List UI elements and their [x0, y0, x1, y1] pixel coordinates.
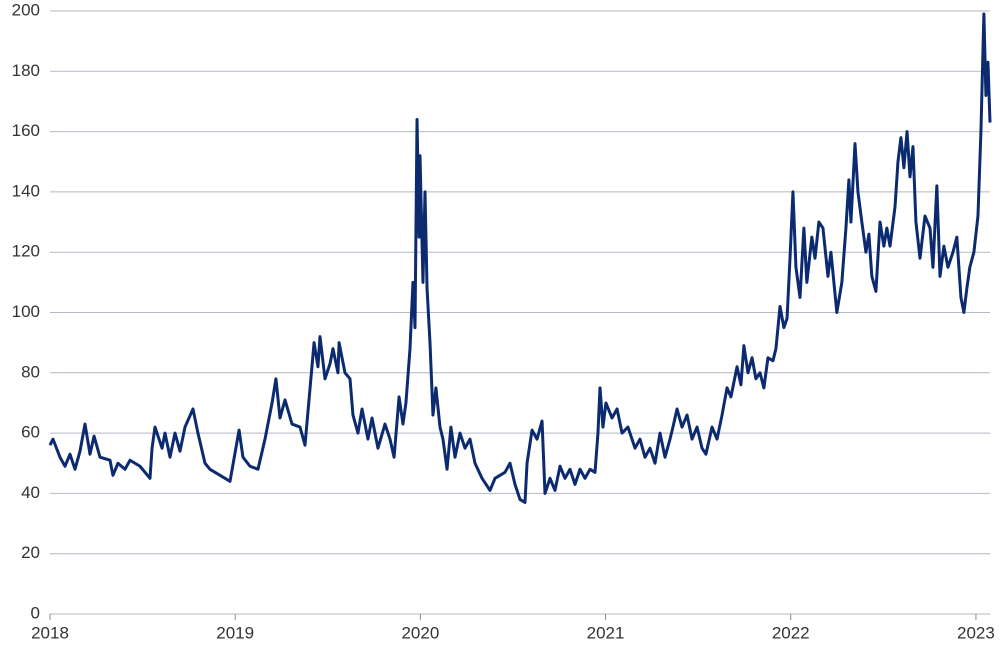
y-tick-label: 80 [21, 362, 40, 381]
y-tick-label: 120 [12, 242, 40, 261]
y-tick-label: 0 [31, 603, 40, 622]
x-tick-label: 2022 [772, 623, 810, 642]
y-tick-label: 160 [12, 121, 40, 140]
x-tick-label: 2021 [587, 623, 625, 642]
x-tick-label: 2019 [216, 623, 254, 642]
y-tick-label: 140 [12, 181, 40, 200]
x-tick-label: 2018 [31, 623, 69, 642]
y-tick-label: 180 [12, 61, 40, 80]
y-tick-label: 20 [21, 543, 40, 562]
y-tick-label: 100 [12, 302, 40, 321]
y-tick-label: 60 [21, 423, 40, 442]
x-tick-label: 2023 [957, 623, 995, 642]
data-line [48, 12, 992, 504]
y-tick-label: 200 [12, 0, 40, 19]
x-tick-label: 2020 [401, 623, 439, 642]
y-tick-label: 40 [21, 483, 40, 502]
